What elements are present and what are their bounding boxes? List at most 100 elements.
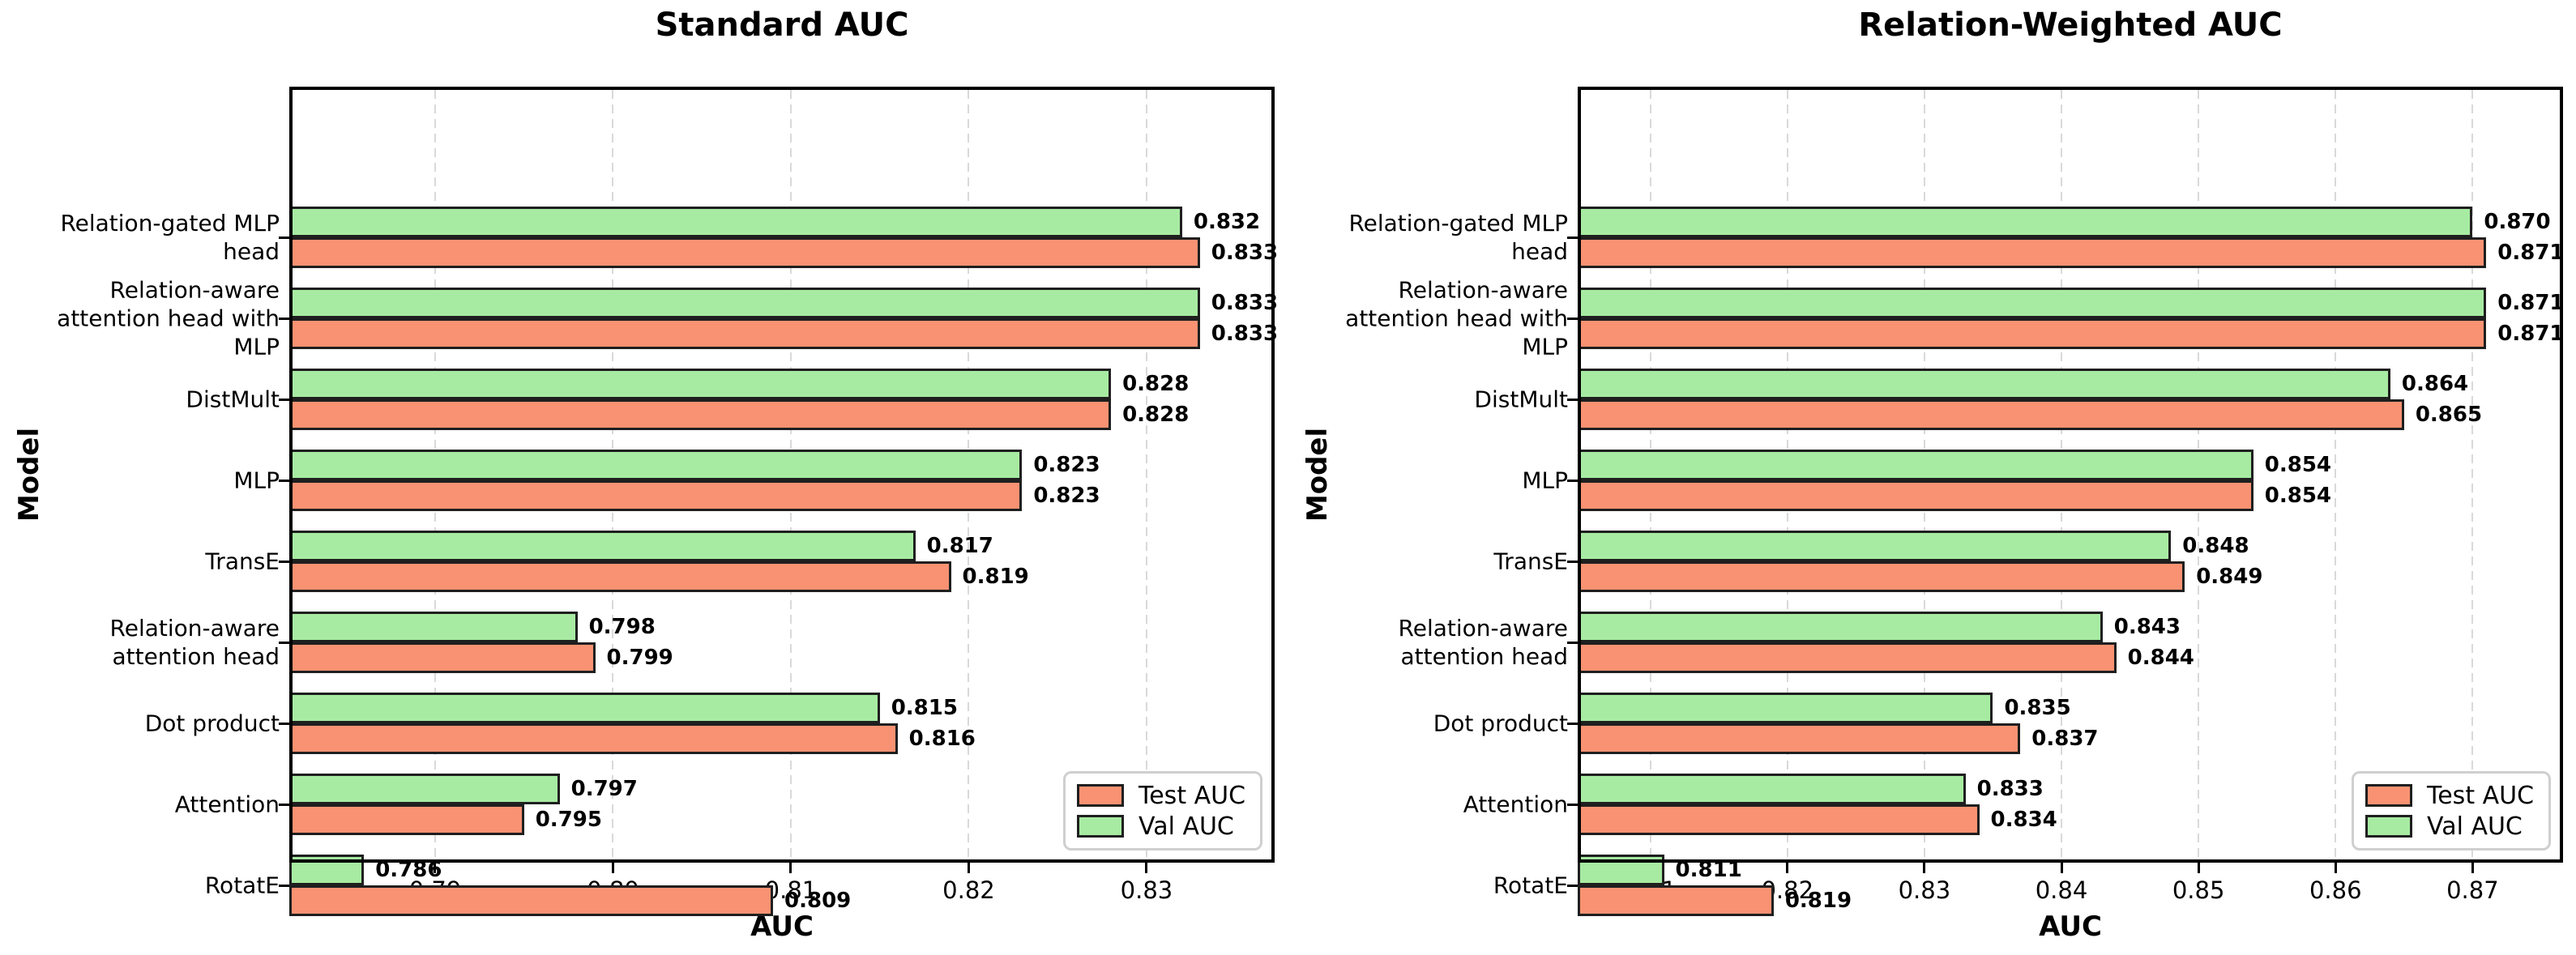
bar-test-auc-rotate xyxy=(289,885,774,916)
bar-value-label: 0.811 xyxy=(1675,858,1742,882)
bar-test-auc-relation-gated-mlp-head xyxy=(1578,237,2487,268)
y-tick-label-relation-aware-attention-head: Relation-aware attention head xyxy=(109,615,280,670)
bar-test-auc-relation-aware-attention-head-with-mlp xyxy=(1578,318,2487,349)
y-tick-mark xyxy=(279,641,289,644)
bar-value-label: 0.786 xyxy=(375,858,442,882)
x-tick-label: 0.86 xyxy=(2309,876,2362,904)
y-tick-label-transe: TransE xyxy=(1493,548,1568,575)
legend-swatch-val-auc xyxy=(2365,815,2412,838)
bar-value-label: 0.815 xyxy=(891,696,958,720)
chart-relation-weighted-auc: Relation-Weighted AUC 0.870 0.871 0.871 0.8… xyxy=(1288,0,2576,955)
bar-value-label: 0.835 xyxy=(2004,696,2071,720)
bar-test-auc-transe xyxy=(289,561,951,592)
bar-value-label: 0.837 xyxy=(2031,727,2099,751)
bar-value-label: 0.823 xyxy=(1033,453,1100,477)
x-tick-label: 0.85 xyxy=(2172,876,2225,904)
bar-value-label: 0.854 xyxy=(2264,484,2332,508)
bar-val-auc-mlp xyxy=(289,450,1023,480)
chart-standard-auc: Standard AUC 0.832 0.833 0.833 0.833 0.828 0.… xyxy=(13,6,1279,943)
bar-val-auc-distmult xyxy=(289,369,1112,399)
chart-title: Standard AUC xyxy=(655,6,909,44)
bar-value-label: 0.844 xyxy=(2127,646,2194,670)
x-tick-mark xyxy=(2197,863,2200,873)
bar-val-auc-rotate xyxy=(289,855,365,885)
y-tick-label-mlp: MLP xyxy=(233,467,280,494)
y-tick-label-relation-aware-attention-head: Relation-aware attention head xyxy=(1398,615,1568,670)
bar-val-auc-dot-product xyxy=(1578,693,1993,723)
y-tick-label-transe: TransE xyxy=(205,548,280,575)
legend-entry-test-auc: Test AUC xyxy=(1077,782,1249,810)
x-tick-mark xyxy=(789,863,792,873)
legend-swatch-test-auc xyxy=(2365,784,2412,807)
y-tick-label-distmult: DistMult xyxy=(186,386,280,413)
bar-value-label: 0.798 xyxy=(588,615,656,639)
legend-entry-test-auc: Test AUC xyxy=(2365,782,2537,810)
bar-value-label: 0.795 xyxy=(535,808,602,832)
legend: Test AUC Val AUC xyxy=(1063,771,1262,851)
bar-value-label: 0.871 xyxy=(2497,322,2565,346)
bar-val-auc-relation-aware-attention-head xyxy=(1578,612,2103,642)
chart-title: Relation-Weighted AUC xyxy=(1858,6,2283,44)
gridline xyxy=(1145,90,1147,859)
bar-value-label: 0.871 xyxy=(2497,241,2565,265)
bar-value-label: 0.833 xyxy=(1211,291,1279,315)
x-tick-mark xyxy=(1145,863,1148,873)
y-tick-label-dot-product: Dot product xyxy=(144,710,280,737)
bar-val-auc-mlp xyxy=(1578,450,2253,480)
y-tick-mark xyxy=(279,722,289,725)
bar-val-auc-rotate xyxy=(1578,855,1664,885)
bar-val-auc-relation-aware-attention-head xyxy=(289,612,578,642)
bar-test-auc-relation-aware-attention-head xyxy=(1578,642,2117,673)
x-tick-mark xyxy=(611,863,614,873)
legend: Test AUC Val AUC xyxy=(2352,771,2551,851)
bar-value-label: 0.828 xyxy=(1122,372,1190,396)
legend-label: Test AUC xyxy=(2427,781,2535,810)
legend-swatch-val-auc xyxy=(1077,815,1124,838)
bar-test-auc-distmult xyxy=(289,399,1112,430)
y-tick-label-rotate: RotatE xyxy=(204,872,280,899)
bar-value-label: 0.865 xyxy=(2415,403,2483,427)
y-tick-mark xyxy=(279,317,289,320)
bar-value-label: 0.819 xyxy=(1784,889,1852,913)
bar-value-label: 0.797 xyxy=(570,777,638,801)
legend-label: Test AUC xyxy=(1138,781,1246,810)
bar-val-auc-attention xyxy=(289,774,560,804)
y-tick-mark xyxy=(1567,560,1578,563)
bar-value-label: 0.833 xyxy=(1211,241,1279,265)
legend-label: Val AUC xyxy=(1138,812,1234,841)
legend-entry-val-auc: Val AUC xyxy=(1077,812,1249,841)
bar-value-label: 0.834 xyxy=(1990,808,2057,832)
x-tick-mark xyxy=(434,863,437,873)
x-axis-label: AUC xyxy=(2039,910,2102,943)
x-tick-mark xyxy=(967,863,970,873)
bar-value-label: 0.864 xyxy=(2401,372,2469,396)
y-tick-mark xyxy=(279,398,289,401)
bar-val-auc-relation-gated-mlp-head xyxy=(289,207,1182,237)
legend-entry-val-auc: Val AUC xyxy=(2365,812,2537,841)
bar-test-auc-attention xyxy=(289,804,524,835)
y-axis-label: Model xyxy=(1301,427,1334,522)
y-tick-mark xyxy=(279,884,289,887)
bar-val-auc-relation-aware-attention-head-with-mlp xyxy=(1578,288,2487,318)
gridline xyxy=(2471,90,2474,859)
y-tick-mark xyxy=(1567,884,1578,887)
plot-area: 0.832 0.833 0.833 0.833 0.828 0.828 0.823 0.823… xyxy=(289,87,1279,916)
bar-value-label: 0.819 xyxy=(962,565,1029,589)
bar-value-label: 0.828 xyxy=(1122,403,1190,427)
bar-val-auc-transe xyxy=(1578,531,2172,561)
y-tick-label-relation-gated-mlp-head: Relation-gated MLP head xyxy=(1348,210,1568,265)
legend-label: Val AUC xyxy=(2427,812,2523,841)
bar-value-label: 0.843 xyxy=(2113,615,2181,639)
y-axis-label: Model xyxy=(13,427,45,522)
x-tick-label: 0.84 xyxy=(2035,876,2088,904)
y-tick-mark xyxy=(279,803,289,806)
bar-test-auc-attention xyxy=(1578,804,1980,835)
y-tick-mark xyxy=(1567,641,1578,644)
y-tick-label-dot-product: Dot product xyxy=(1433,710,1568,737)
x-tick-mark xyxy=(2060,863,2063,873)
y-tick-mark xyxy=(1567,479,1578,482)
y-tick-mark xyxy=(1567,317,1578,320)
y-tick-mark xyxy=(1567,722,1578,725)
gridline xyxy=(2335,90,2337,859)
